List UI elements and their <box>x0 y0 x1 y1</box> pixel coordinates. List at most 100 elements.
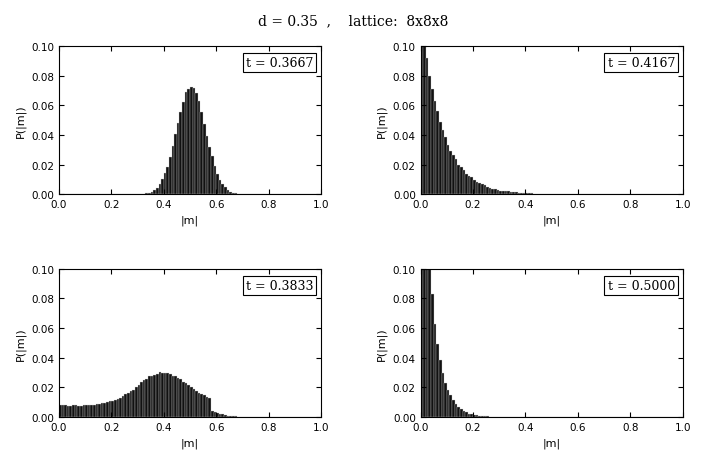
Bar <box>208 399 211 417</box>
Bar <box>450 395 452 417</box>
Bar <box>513 193 515 195</box>
Bar <box>196 94 198 195</box>
Bar <box>429 263 431 417</box>
Bar <box>478 184 481 195</box>
Bar <box>224 415 227 417</box>
Bar <box>211 157 213 195</box>
Bar <box>161 373 164 417</box>
Bar <box>93 405 95 417</box>
Bar <box>484 186 486 195</box>
Bar <box>219 181 222 195</box>
Bar <box>182 382 185 417</box>
Bar <box>80 406 83 417</box>
Bar <box>164 174 167 195</box>
Bar <box>486 188 489 195</box>
Y-axis label: P(|m|): P(|m|) <box>15 104 25 138</box>
Text: t = 0.5000: t = 0.5000 <box>607 279 675 292</box>
Bar <box>499 191 502 195</box>
Bar <box>193 389 196 417</box>
Bar <box>114 400 116 417</box>
Bar <box>517 193 520 195</box>
Bar <box>61 406 64 417</box>
Bar <box>234 416 237 417</box>
Bar <box>444 138 447 195</box>
X-axis label: |m|: |m| <box>181 215 199 226</box>
Bar <box>185 93 187 195</box>
Bar <box>462 411 465 417</box>
Bar <box>450 152 452 195</box>
Bar <box>75 405 77 417</box>
Bar <box>122 396 124 417</box>
Bar <box>431 294 433 417</box>
Bar <box>465 413 468 417</box>
Bar <box>203 125 205 195</box>
Bar <box>510 192 513 195</box>
Bar <box>460 409 462 417</box>
Bar <box>439 123 442 195</box>
Bar <box>159 185 161 195</box>
Bar <box>179 113 182 195</box>
Bar <box>426 220 429 417</box>
Bar <box>424 161 426 417</box>
Bar <box>106 402 109 417</box>
Bar <box>145 194 148 195</box>
Bar <box>116 399 119 417</box>
Bar <box>232 193 234 195</box>
Bar <box>182 103 185 195</box>
Bar <box>196 391 198 417</box>
Bar <box>216 413 219 417</box>
Bar <box>229 193 232 195</box>
Bar <box>159 372 161 417</box>
Bar <box>101 404 104 417</box>
Bar <box>143 381 145 417</box>
Bar <box>489 188 491 195</box>
Bar <box>193 88 196 195</box>
Bar <box>138 385 140 417</box>
Bar <box>229 416 232 417</box>
Bar <box>150 377 153 417</box>
Bar <box>213 412 216 417</box>
Bar <box>421 19 424 195</box>
Bar <box>150 192 153 195</box>
Bar <box>424 42 426 195</box>
Bar <box>496 190 499 195</box>
Bar <box>502 191 505 195</box>
Bar <box>442 131 444 195</box>
Bar <box>523 194 525 195</box>
X-axis label: |m|: |m| <box>181 438 199 448</box>
Bar <box>64 406 67 417</box>
Bar <box>237 194 240 195</box>
Bar <box>439 361 442 417</box>
Bar <box>421 89 424 417</box>
Bar <box>533 194 536 195</box>
Bar <box>201 113 203 195</box>
Bar <box>153 375 156 417</box>
Bar <box>470 414 473 417</box>
Bar <box>433 324 436 417</box>
Bar <box>153 191 156 195</box>
Bar <box>187 385 190 417</box>
Bar <box>216 175 219 195</box>
Bar <box>539 194 542 195</box>
Bar <box>185 383 187 417</box>
Bar <box>452 156 455 195</box>
Bar <box>468 176 470 195</box>
Bar <box>452 400 455 417</box>
Bar <box>436 112 439 195</box>
Bar <box>520 194 523 195</box>
Bar <box>431 90 433 195</box>
Bar <box>88 406 90 417</box>
Bar <box>494 189 496 195</box>
Bar <box>460 168 462 195</box>
Bar <box>174 135 177 195</box>
Bar <box>222 184 224 195</box>
Bar <box>531 194 533 195</box>
Bar <box>127 393 130 417</box>
Bar <box>476 415 478 417</box>
Bar <box>201 394 203 417</box>
Bar <box>491 189 494 195</box>
Bar <box>140 382 143 417</box>
Bar <box>167 373 169 417</box>
Text: t = 0.4167: t = 0.4167 <box>607 57 675 70</box>
Text: t = 0.3667: t = 0.3667 <box>246 57 313 70</box>
